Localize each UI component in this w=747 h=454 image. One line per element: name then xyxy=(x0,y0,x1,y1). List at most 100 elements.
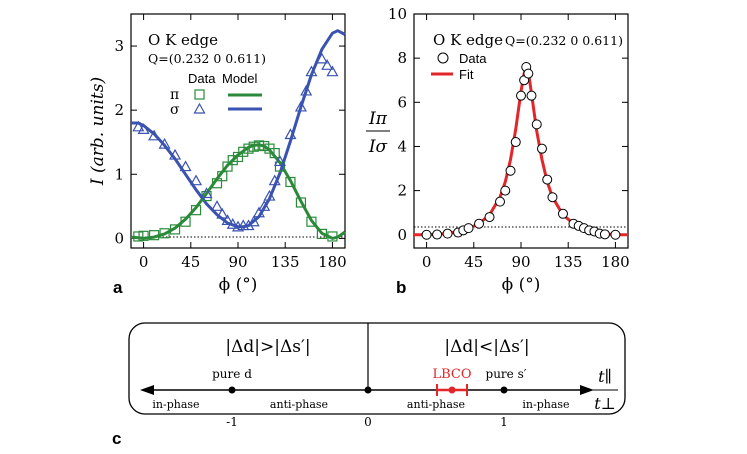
data-point-a xyxy=(326,65,339,77)
legend-sigma-label: σ xyxy=(170,102,180,118)
data-point-a xyxy=(137,123,150,134)
data-point-a xyxy=(200,187,213,199)
series-line-a-2 xyxy=(130,143,346,240)
data-point-a xyxy=(169,148,182,160)
data-point-b xyxy=(547,192,558,203)
axis-ticks-b: 0 45 90 135 180 0 2 4 6 8 10 xyxy=(388,5,630,271)
title-line1-b: O K edge xyxy=(433,31,503,49)
label-pure-s: pure s′ xyxy=(486,367,527,381)
title-line2-a: Q=(0.232 0 0.611) xyxy=(148,51,266,66)
ylabel-denominator: Iσ xyxy=(368,137,388,157)
y-tick-label-b: 8 xyxy=(397,49,407,67)
data-point-a xyxy=(227,155,238,166)
y-axis-label-a: I (arb. units) xyxy=(88,77,108,186)
data-point-a xyxy=(132,120,145,132)
ratio-numerator: t∥ xyxy=(598,367,612,386)
data-point-b xyxy=(442,228,453,239)
data-point-a xyxy=(169,224,181,235)
panel-letter-c: c xyxy=(112,429,121,448)
data-point-b xyxy=(526,90,537,101)
tick-label-one: 1 xyxy=(500,415,508,429)
title-line1-a: O K edge xyxy=(148,31,218,49)
data-point-a xyxy=(133,231,144,242)
data-point-a xyxy=(222,161,233,172)
data-point-a xyxy=(221,214,234,226)
y-tick-label-a: 0 xyxy=(114,229,124,247)
axis-arrow-right xyxy=(580,385,594,395)
legend-data-label: Data xyxy=(459,51,487,66)
data-point-a xyxy=(179,160,192,172)
y-tick-label-b: 0 xyxy=(397,226,407,244)
data-point-a xyxy=(248,141,259,152)
legend-a: Data Model π σ xyxy=(170,71,262,118)
data-point-a xyxy=(316,228,328,239)
diagram-frame xyxy=(128,322,626,415)
phase-label-right-anti: anti-phase xyxy=(407,398,465,411)
panel-letter-b: b xyxy=(396,278,406,297)
data-point-b xyxy=(432,229,443,240)
point-one xyxy=(500,386,508,394)
data-point-a xyxy=(148,129,161,141)
data-point-a xyxy=(243,143,254,154)
y-tick-label-b: 2 xyxy=(397,182,407,200)
ratio-denominator: t⊥ xyxy=(594,394,615,413)
data-point-b xyxy=(505,165,516,176)
ylabel-numerator: Iπ xyxy=(368,109,388,129)
data-point-a xyxy=(232,151,244,163)
y-tick-label-b: 4 xyxy=(397,137,407,155)
data-point-a xyxy=(327,231,338,242)
data-point-b xyxy=(463,223,474,234)
x-tick-label-b: 45 xyxy=(464,253,483,271)
data-point-a xyxy=(180,216,191,227)
data-point-b xyxy=(495,196,506,207)
data-point-a xyxy=(190,174,203,186)
diagram-panel-c: |Δd|>|Δs′| |Δd|<|Δs′| -1 0 1 pure d pure… xyxy=(112,322,626,448)
x-tick-label-b: 0 xyxy=(422,253,432,271)
data-point-a xyxy=(294,100,307,112)
data-point-b xyxy=(557,208,568,219)
y-tick-label-b: 6 xyxy=(397,93,407,111)
data-point-a xyxy=(263,189,276,201)
data-point-a xyxy=(274,161,286,172)
y-axis-label-b: Iπ Iσ xyxy=(366,109,390,157)
legend-pi-marker xyxy=(194,89,205,100)
legend-fit-label: Fit xyxy=(459,67,474,82)
chart-panel-a: 0 45 90 135 180 0 1 2 3 O K edge Q=(0.232 0 0.61… xyxy=(88,13,347,297)
data-point-a xyxy=(247,215,260,227)
tick-label-zero: 0 xyxy=(364,415,372,429)
data-point-a xyxy=(268,174,281,186)
phase-label-right-in: in-phase xyxy=(522,398,569,411)
axis-ticks-a: 0 45 90 135 180 0 1 2 3 xyxy=(114,14,347,271)
y-tick-label-a: 3 xyxy=(114,37,124,55)
data-point-a xyxy=(159,228,170,239)
data-point-a xyxy=(138,230,149,241)
data-point-a xyxy=(259,140,270,152)
data-point-a xyxy=(252,206,266,218)
data-point-b xyxy=(531,119,542,130)
data-point-b xyxy=(542,174,553,185)
point-zero xyxy=(364,386,372,394)
data-point-b xyxy=(421,229,432,240)
legend-header-data: Data xyxy=(188,71,216,86)
data-point-a xyxy=(315,52,328,64)
lbco-label: LBCO xyxy=(432,367,471,382)
x-tick-label-a: 90 xyxy=(228,253,247,271)
data-point-a xyxy=(269,148,280,159)
data-point-a xyxy=(148,230,160,241)
plot-frame-b xyxy=(413,13,629,249)
panel-letter-a: a xyxy=(113,278,123,297)
data-point-a xyxy=(305,65,318,77)
lbco-point xyxy=(448,386,456,394)
legend-header-model: Model xyxy=(222,71,258,86)
data-point-a xyxy=(300,84,313,96)
regime-left-header: |Δd|>|Δs′| xyxy=(225,337,310,357)
x-axis-label-a: ϕ (°) xyxy=(219,275,258,295)
title-line2-b: Q=(0.232 0 0.611) xyxy=(505,33,623,48)
data-point-b xyxy=(536,143,547,154)
lbco-marker: LBCO xyxy=(432,367,472,396)
x-tick-label-b: 135 xyxy=(554,253,583,271)
x-tick-label-a: 0 xyxy=(139,253,149,271)
data-point-a xyxy=(210,200,224,211)
data-point-a xyxy=(217,171,228,182)
